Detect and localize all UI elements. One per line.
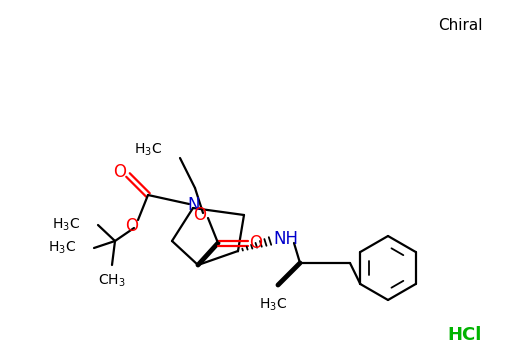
Text: NH: NH [273,230,298,248]
Text: N: N [188,196,200,214]
Text: CH$_3$: CH$_3$ [98,273,126,289]
Text: Chiral: Chiral [438,17,482,33]
Text: H$_3$C: H$_3$C [48,240,76,256]
Text: O: O [249,234,263,252]
Text: O: O [114,163,126,181]
Text: H$_3$C: H$_3$C [52,217,80,233]
Text: O: O [125,217,139,235]
Text: H$_3$C: H$_3$C [259,297,287,313]
Text: O: O [194,206,206,224]
Text: H$_3$C: H$_3$C [134,142,162,158]
Text: HCl: HCl [448,326,482,344]
